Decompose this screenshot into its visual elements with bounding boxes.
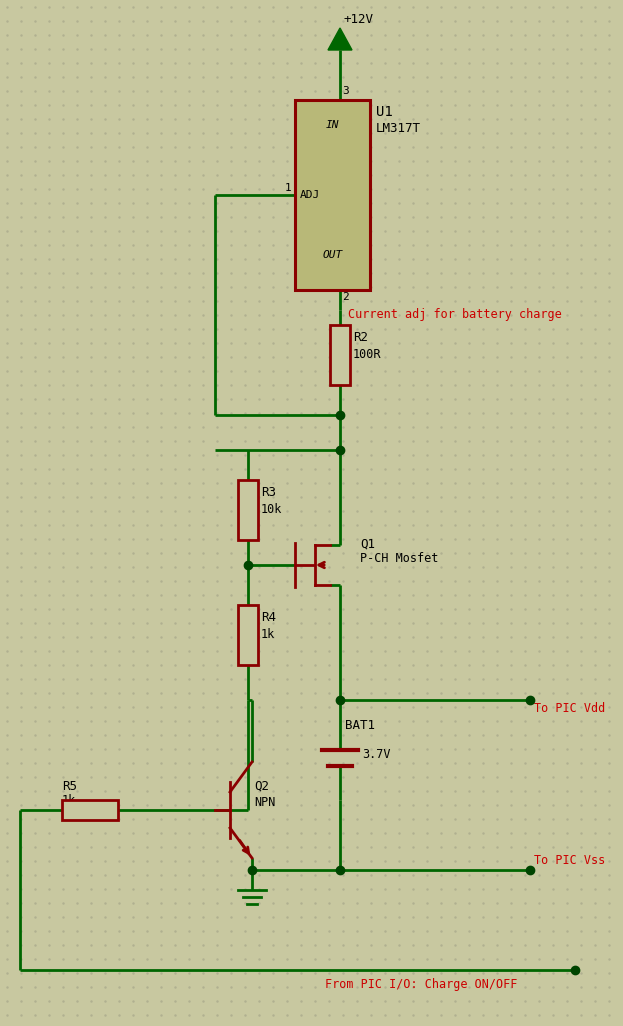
Text: 3.7V: 3.7V: [362, 748, 391, 761]
Text: 1: 1: [284, 183, 291, 193]
Bar: [238, 605, 258, 665]
Text: BAT1: BAT1: [345, 719, 375, 732]
Text: 2: 2: [342, 292, 349, 302]
Text: R2: R2: [353, 331, 368, 344]
Text: R5: R5: [62, 780, 77, 793]
Text: IN: IN: [326, 120, 340, 130]
Text: 100R: 100R: [353, 348, 381, 361]
Text: To PIC Vss: To PIC Vss: [534, 854, 606, 867]
Text: U1: U1: [376, 105, 392, 119]
Text: R3: R3: [261, 486, 276, 499]
Text: R4: R4: [261, 611, 276, 624]
Text: To PIC Vdd: To PIC Vdd: [534, 702, 606, 715]
Text: From PIC I/O: Charge ON/OFF: From PIC I/O: Charge ON/OFF: [325, 978, 517, 991]
Text: ADJ: ADJ: [300, 190, 320, 200]
Bar: [238, 480, 258, 540]
Text: 10k: 10k: [261, 503, 282, 516]
Bar: [62, 800, 118, 820]
Text: +12V: +12V: [344, 13, 374, 26]
Text: P-CH Mosfet: P-CH Mosfet: [360, 552, 439, 565]
Text: NPN: NPN: [254, 796, 275, 808]
Text: Q1: Q1: [360, 538, 375, 551]
Text: 1k: 1k: [261, 628, 275, 641]
Text: OUT: OUT: [322, 250, 343, 260]
Text: Current adj for battery charge: Current adj for battery charge: [348, 308, 562, 321]
Polygon shape: [328, 28, 352, 50]
Bar: [295, 100, 370, 290]
Text: Q2: Q2: [254, 780, 269, 793]
Text: 3: 3: [342, 86, 349, 96]
Bar: [330, 325, 350, 385]
Text: LM317T: LM317T: [376, 122, 421, 135]
Text: 1k: 1k: [62, 794, 76, 807]
